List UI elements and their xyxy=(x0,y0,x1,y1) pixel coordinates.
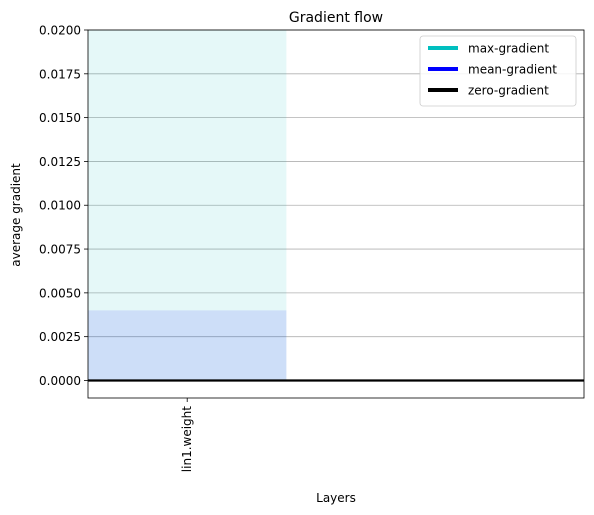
legend-box xyxy=(419,35,577,107)
y-tick-label: 0.0150 xyxy=(39,111,81,125)
y-tick-label: 0.0075 xyxy=(39,243,81,257)
plot-area: 0.0000 0.0025 0.0050 0.0075 0.0100 0.0125 0.01… xyxy=(39,24,585,472)
y-tick-label: 0.0100 xyxy=(39,199,81,213)
y-tick-label: 0.0125 xyxy=(39,155,81,169)
y-tick-label: 0.0175 xyxy=(39,67,81,81)
y-tick-label: 0.0050 xyxy=(39,286,81,300)
legend: max-gradient mean-gradient zero-gradient xyxy=(419,35,577,107)
bar-max-gradient xyxy=(88,30,287,381)
legend-label: mean-gradient xyxy=(468,63,557,77)
chart-title: Gradient flow xyxy=(289,10,383,26)
axes-frame xyxy=(87,29,585,399)
y-tick-label: 0.0025 xyxy=(39,330,81,344)
y-tick-label: 0.0000 xyxy=(39,374,81,388)
y-axis-label: average gradient xyxy=(9,163,23,267)
bar-mean-gradient xyxy=(88,310,287,381)
legend-label: zero-gradient xyxy=(468,84,549,98)
y-tick-label: 0.0200 xyxy=(39,24,81,38)
x-tick-label: lin1.weight xyxy=(180,406,194,472)
x-axis-label: Layers xyxy=(316,491,356,505)
legend-label: max-gradient xyxy=(468,42,549,56)
